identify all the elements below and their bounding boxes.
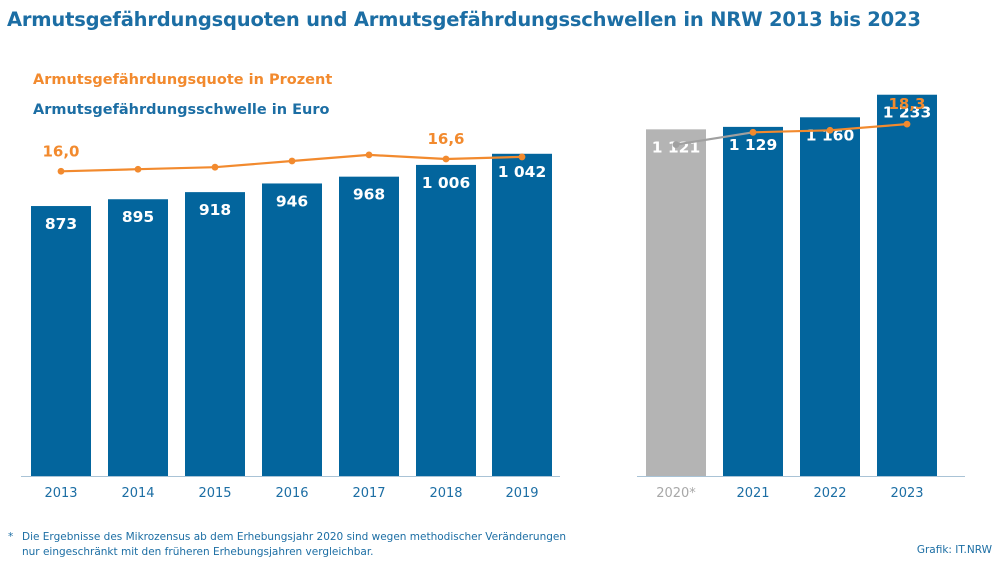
x-tick-label: 2018 <box>429 486 462 501</box>
line-point <box>672 141 680 149</box>
line-layer: 16,0 16,6 18,3 <box>42 95 926 175</box>
line-value-label: 16,0 <box>42 142 79 160</box>
bar <box>108 199 168 476</box>
x-tick-label: 2015 <box>198 486 231 501</box>
footnote-line-2: nur eingeschränkt mit den früheren Erheb… <box>22 546 374 558</box>
bar-value-label: 873 <box>45 215 77 233</box>
line-value-label: 18,3 <box>888 95 925 113</box>
line-segment <box>674 131 755 146</box>
line-value-label: 16,6 <box>427 130 464 148</box>
footnote-line-1: Die Ergebnisse des Mikrozensus ab dem Er… <box>22 531 567 543</box>
line-point <box>903 120 911 128</box>
bar-value-label: 1 233 <box>883 104 932 122</box>
x-tick-label: 2014 <box>121 486 154 501</box>
bar <box>492 153 552 476</box>
legend-threshold: Armutsgefährdungsschwelle in Euro <box>33 102 330 118</box>
x-axis: 2013 2014 2015 2016 2017 2018 2019 2020* 2021 202… <box>21 476 965 501</box>
bar-value-label: 1 129 <box>729 136 778 154</box>
bar-value-label: 946 <box>276 192 308 210</box>
bar-value-label: 1 042 <box>498 163 547 181</box>
bar-value-label: 1 006 <box>422 174 471 192</box>
x-tick-label: 2017 <box>352 486 385 501</box>
line-point <box>211 163 219 171</box>
line-point <box>134 165 142 173</box>
x-tick-label: 2020* <box>656 486 696 501</box>
bar-value-label: 895 <box>122 208 154 226</box>
x-tick-label: 2023 <box>890 486 923 501</box>
footnote-marker: * <box>8 531 14 543</box>
bar <box>339 176 399 476</box>
line-point <box>365 151 373 159</box>
bar <box>723 126 783 476</box>
bar <box>416 164 476 476</box>
line-point <box>57 167 65 175</box>
line-point <box>288 157 296 165</box>
bar <box>646 129 706 477</box>
x-tick-label: 2021 <box>736 486 769 501</box>
line-point <box>749 128 757 136</box>
legend-quote: Armutsgefährdungsquote in Prozent <box>33 72 333 88</box>
x-tick-label: 2019 <box>505 486 538 501</box>
footnote: * Die Ergebnisse des Mikrozensus ab dem E… <box>8 530 566 560</box>
bar <box>31 206 91 476</box>
bar-value-label: 968 <box>353 186 385 204</box>
line-point <box>518 153 526 161</box>
bar <box>185 192 245 476</box>
line-point <box>442 155 450 163</box>
chart-title: Armutsgefährdungsquoten und Armutsgefähr… <box>7 8 921 31</box>
x-tick-label: 2016 <box>275 486 308 501</box>
line-point <box>826 126 834 134</box>
x-tick-label: 2013 <box>44 486 77 501</box>
x-tick-label: 2022 <box>813 486 846 501</box>
source-credit: Grafik: IT.NRW <box>916 544 992 556</box>
bar-value-label: 918 <box>199 201 231 219</box>
bar <box>800 117 860 477</box>
bar <box>877 94 937 477</box>
bar <box>262 183 322 476</box>
